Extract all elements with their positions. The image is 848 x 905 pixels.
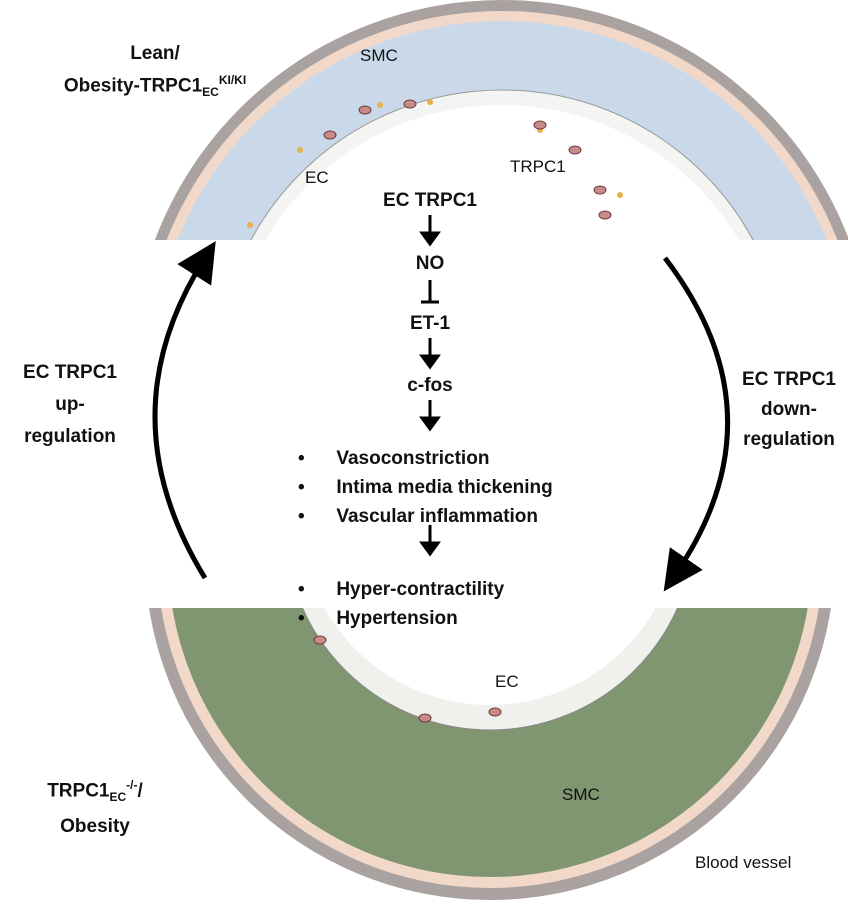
bottom-ec-label: EC xyxy=(495,672,519,691)
up-regulation-label: EC TRPC1 up-regulation xyxy=(23,362,117,447)
top-ec-label: EC xyxy=(305,168,329,187)
caption: Blood vessel xyxy=(695,853,792,872)
bottom-vessel-obese xyxy=(149,608,831,900)
step-et1: ET-1 xyxy=(409,313,451,334)
top-trpc1-label: TRPC1 xyxy=(510,157,566,176)
top-smc-label: SMC xyxy=(360,46,398,65)
up-regulation-arrow xyxy=(152,241,216,580)
effects-list: • Vasoconstriction • Intima media thicke… xyxy=(298,448,553,527)
down-regulation-arrow xyxy=(663,256,730,592)
step-ec-trpc1: EC TRPC1 xyxy=(383,190,477,211)
top-state-label: Lean/ Obesity-TRPC1ECKI/KI xyxy=(63,43,247,100)
step-no: NO xyxy=(415,253,445,274)
down-regulation-label: EC TRPC1 down-regulation xyxy=(742,369,836,450)
step-cfos: c-fos xyxy=(407,375,453,396)
top-vessel-healthy xyxy=(154,0,848,240)
pathway-arrows xyxy=(419,215,441,557)
bottom-state-label: TRPC1EC-/-/ Obesity xyxy=(47,778,143,838)
outcomes-list: • Hyper-contractility • Hypertension xyxy=(298,579,505,629)
bottom-smc-label: SMC xyxy=(562,785,600,804)
